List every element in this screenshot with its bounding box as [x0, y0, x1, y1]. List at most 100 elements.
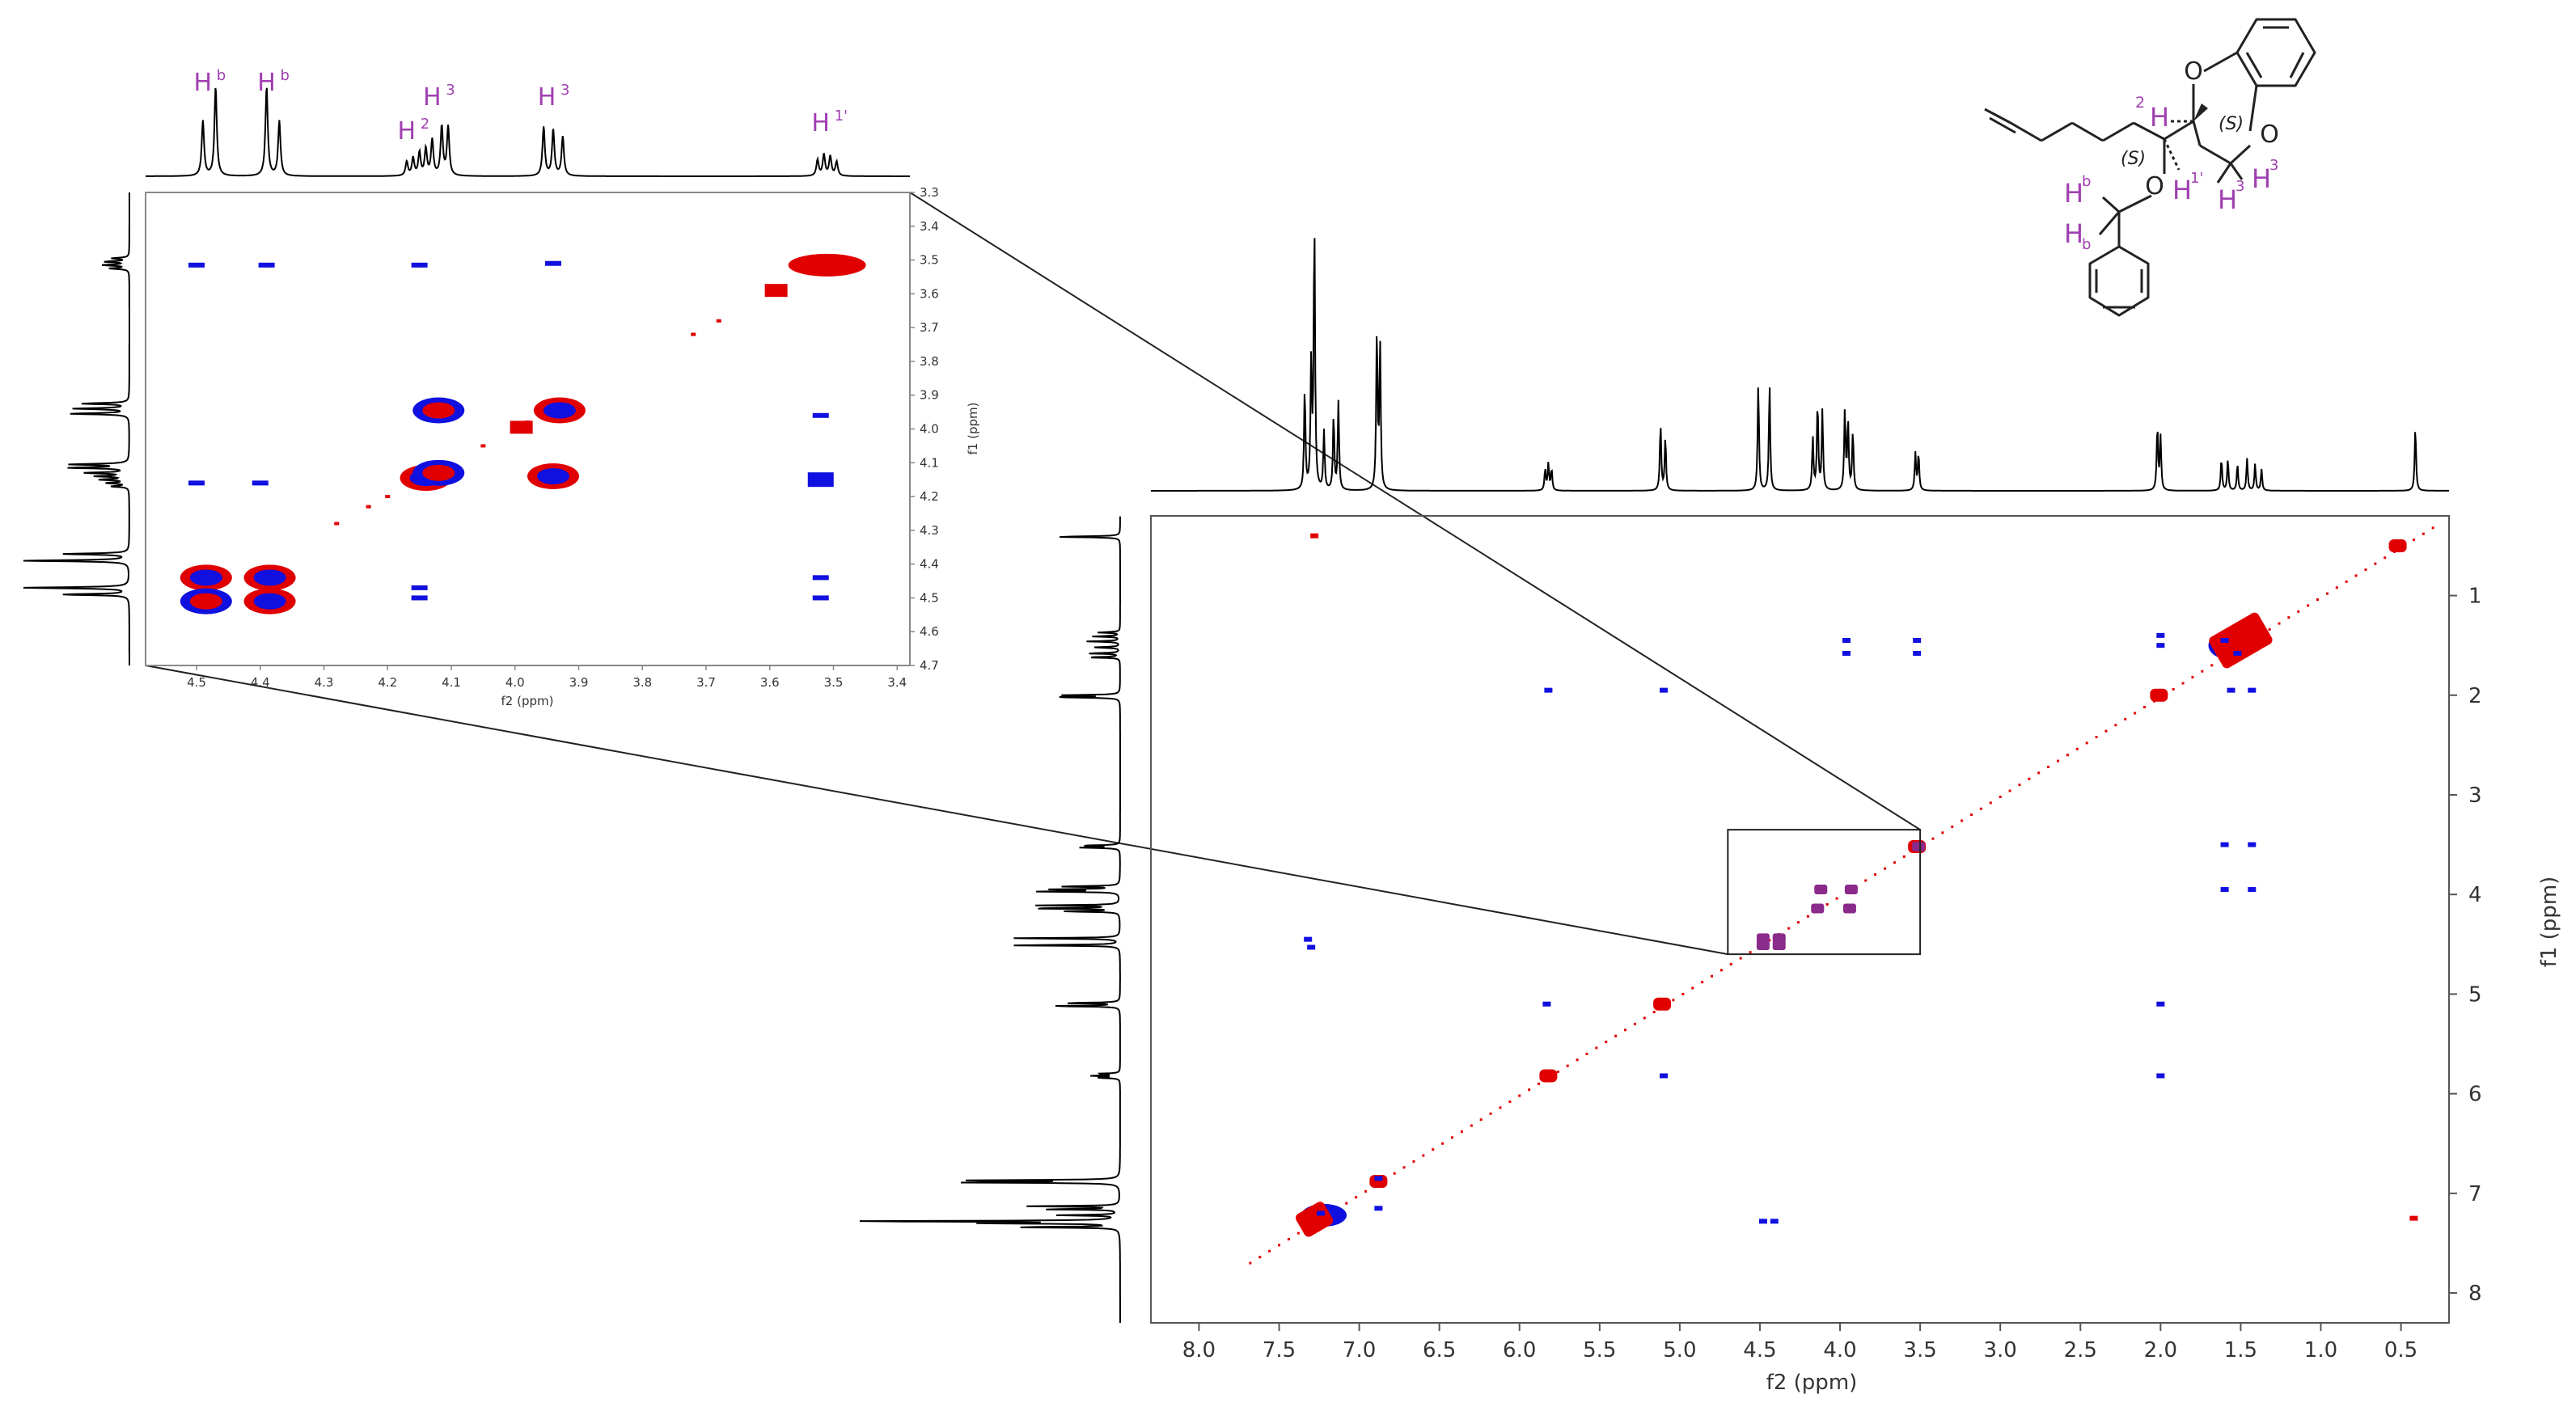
h3-h-label-2: H — [2252, 163, 2271, 194]
main-proton-spectrum-top — [1151, 238, 2449, 492]
cross-peak — [2156, 1001, 2165, 1007]
inset-positive-peak — [788, 253, 866, 277]
zoom-region-peak — [1842, 903, 1856, 914]
h1p-h-label: H — [2172, 175, 2192, 205]
diagonal-dot — [1711, 974, 1714, 978]
x-tick-label: 6.5 — [1423, 1338, 1456, 1362]
inset-y-tick-label: 3.8 — [920, 354, 939, 369]
inset-y-tick-label: 4.7 — [920, 658, 939, 673]
diagonal-dot — [1258, 1256, 1262, 1259]
diagonal-dot — [1393, 1172, 1396, 1175]
main-y-axis-label: f1 (ppm) — [2537, 877, 2561, 968]
inset-x-axis-ticks: 4.5 4.4 4.3 4.2 4.1 4.0 3.9 3.8 3.7 3.6 3.5 3.4 — [187, 665, 907, 690]
main-x-axis-ticks: 8.0 7.5 7.0 6.5 6.0 5.5 5.0 4.5 4.0 3.5 3.0 2.5 2.0 1… — [1182, 1323, 2417, 1362]
diagonal-dot — [1605, 1041, 1608, 1044]
oxygen-label-2: O — [2260, 120, 2279, 149]
cross-peak — [1842, 638, 1851, 644]
diagonal-dot — [1979, 807, 1982, 810]
cross-peak — [2156, 643, 2165, 648]
diagonal-dot — [2364, 568, 2367, 572]
inset-weak-peak — [252, 480, 269, 486]
inset-diagonal-dot — [480, 444, 486, 448]
x-tick-label: 0.5 — [2384, 1338, 2417, 1362]
inset-y-tick-label: 4.4 — [920, 557, 939, 572]
inset-weak-peak — [807, 472, 834, 488]
inset-weak-peak — [188, 262, 205, 268]
diagonal-dot — [2325, 592, 2329, 595]
diagonal-dot — [2307, 604, 2310, 607]
diagonal-dot — [2037, 771, 2041, 775]
diagonal-dot — [1624, 1029, 1627, 1032]
diagonal-dot — [1884, 867, 1887, 870]
inset-peak-label: H — [423, 83, 442, 112]
inset-weak-peak — [812, 412, 829, 418]
diagonal-dot — [2268, 627, 2271, 631]
diagonal-dot — [2374, 562, 2377, 565]
cross-peak — [2227, 687, 2235, 693]
inset-y-tick-label: 3.5 — [920, 253, 939, 268]
inset-cross-peak-inner — [537, 468, 569, 484]
diagonal-dot — [1749, 951, 1752, 954]
inset-peak-label-sup: b — [281, 67, 290, 84]
diagonal-dot — [1249, 1261, 1252, 1265]
diagonal-dot — [1835, 897, 1838, 900]
h3-sup-label-2: 3 — [2269, 157, 2278, 174]
y-tick-label: 7 — [2468, 1182, 2482, 1206]
y-tick-label: 3 — [2468, 784, 2482, 808]
diagonal-dot — [2057, 759, 2060, 763]
inset-y-axis-ticks: 3.3 3.4 3.5 3.6 3.7 3.8 3.9 4.0 4.1 4.2 4.3 4.4 4.5 4… — [910, 185, 939, 673]
diagonal-dot — [1652, 1011, 1656, 1014]
diagonal-dot — [1422, 1154, 1425, 1157]
diagonal-dot — [1787, 927, 1791, 930]
inset-peak-label: H — [811, 109, 830, 137]
cross-peak — [1374, 1206, 1383, 1211]
cross-peak — [1660, 687, 1669, 693]
diagonal-peak — [2209, 612, 2273, 669]
inset-weak-peak — [411, 262, 428, 268]
cross-peak — [2220, 842, 2229, 847]
hb-h-label-bottom: H — [2064, 218, 2083, 249]
inset-cross-peak-inner — [422, 402, 455, 419]
y-tick-label: 6 — [2468, 1083, 2482, 1107]
diagonal-dot — [1931, 837, 1935, 840]
main-y-axis-ticks: 1 2 3 4 5 6 7 8 — [2449, 585, 2482, 1306]
diagonal-dot — [1441, 1142, 1445, 1145]
diagonal-dot — [2134, 712, 2137, 715]
inset-peak-label: H — [257, 69, 276, 97]
inset-peak-label-sup: 2 — [421, 116, 429, 133]
diagonal-peak — [2150, 688, 2168, 702]
x-tick-label: 5.5 — [1583, 1338, 1616, 1362]
oxygen-label-1: O — [2184, 57, 2203, 86]
diagonal-dot — [1951, 825, 1954, 828]
cross-peak — [2409, 1215, 2418, 1221]
diagonal-dot — [1566, 1064, 1569, 1067]
main-2d-plot — [1249, 526, 2434, 1265]
inset-peak-label-sup: 3 — [446, 82, 455, 99]
cross-peak — [1544, 687, 1553, 693]
diagonal-dot — [1672, 999, 1675, 1002]
diagonal-dot — [1595, 1046, 1598, 1050]
x-tick-label: 6.0 — [1503, 1338, 1536, 1362]
cross-peak — [2156, 632, 2165, 638]
inset-weak-peak — [812, 595, 829, 601]
diagonal-dot — [2124, 717, 2127, 720]
diagonal-dot — [1941, 831, 1944, 834]
diagonal-dot — [1499, 1106, 1502, 1109]
cross-peak — [2233, 651, 2242, 657]
hb-h-label-top: H — [2064, 178, 2083, 209]
diagonal-dot — [1355, 1196, 1358, 1199]
diagonal-dot — [1585, 1052, 1588, 1055]
cross-peak — [1317, 1210, 1326, 1216]
inset-weak-peak — [188, 480, 205, 486]
inset-left-trace-line — [23, 192, 130, 665]
diagonal-dot — [1508, 1100, 1512, 1103]
diagonal-dot — [2316, 598, 2320, 601]
diagonal-dot — [2278, 622, 2281, 625]
h1p-sup-label: 1' — [2190, 170, 2203, 187]
inset-y-tick-label: 3.3 — [920, 185, 939, 200]
inset-peak-label-sup: 1' — [835, 108, 848, 125]
diagonal-dot — [2287, 616, 2290, 619]
inset-weak-peak — [411, 585, 428, 590]
inset-cross-peak-inner — [189, 593, 222, 610]
h2-h-label: H — [2150, 102, 2169, 133]
